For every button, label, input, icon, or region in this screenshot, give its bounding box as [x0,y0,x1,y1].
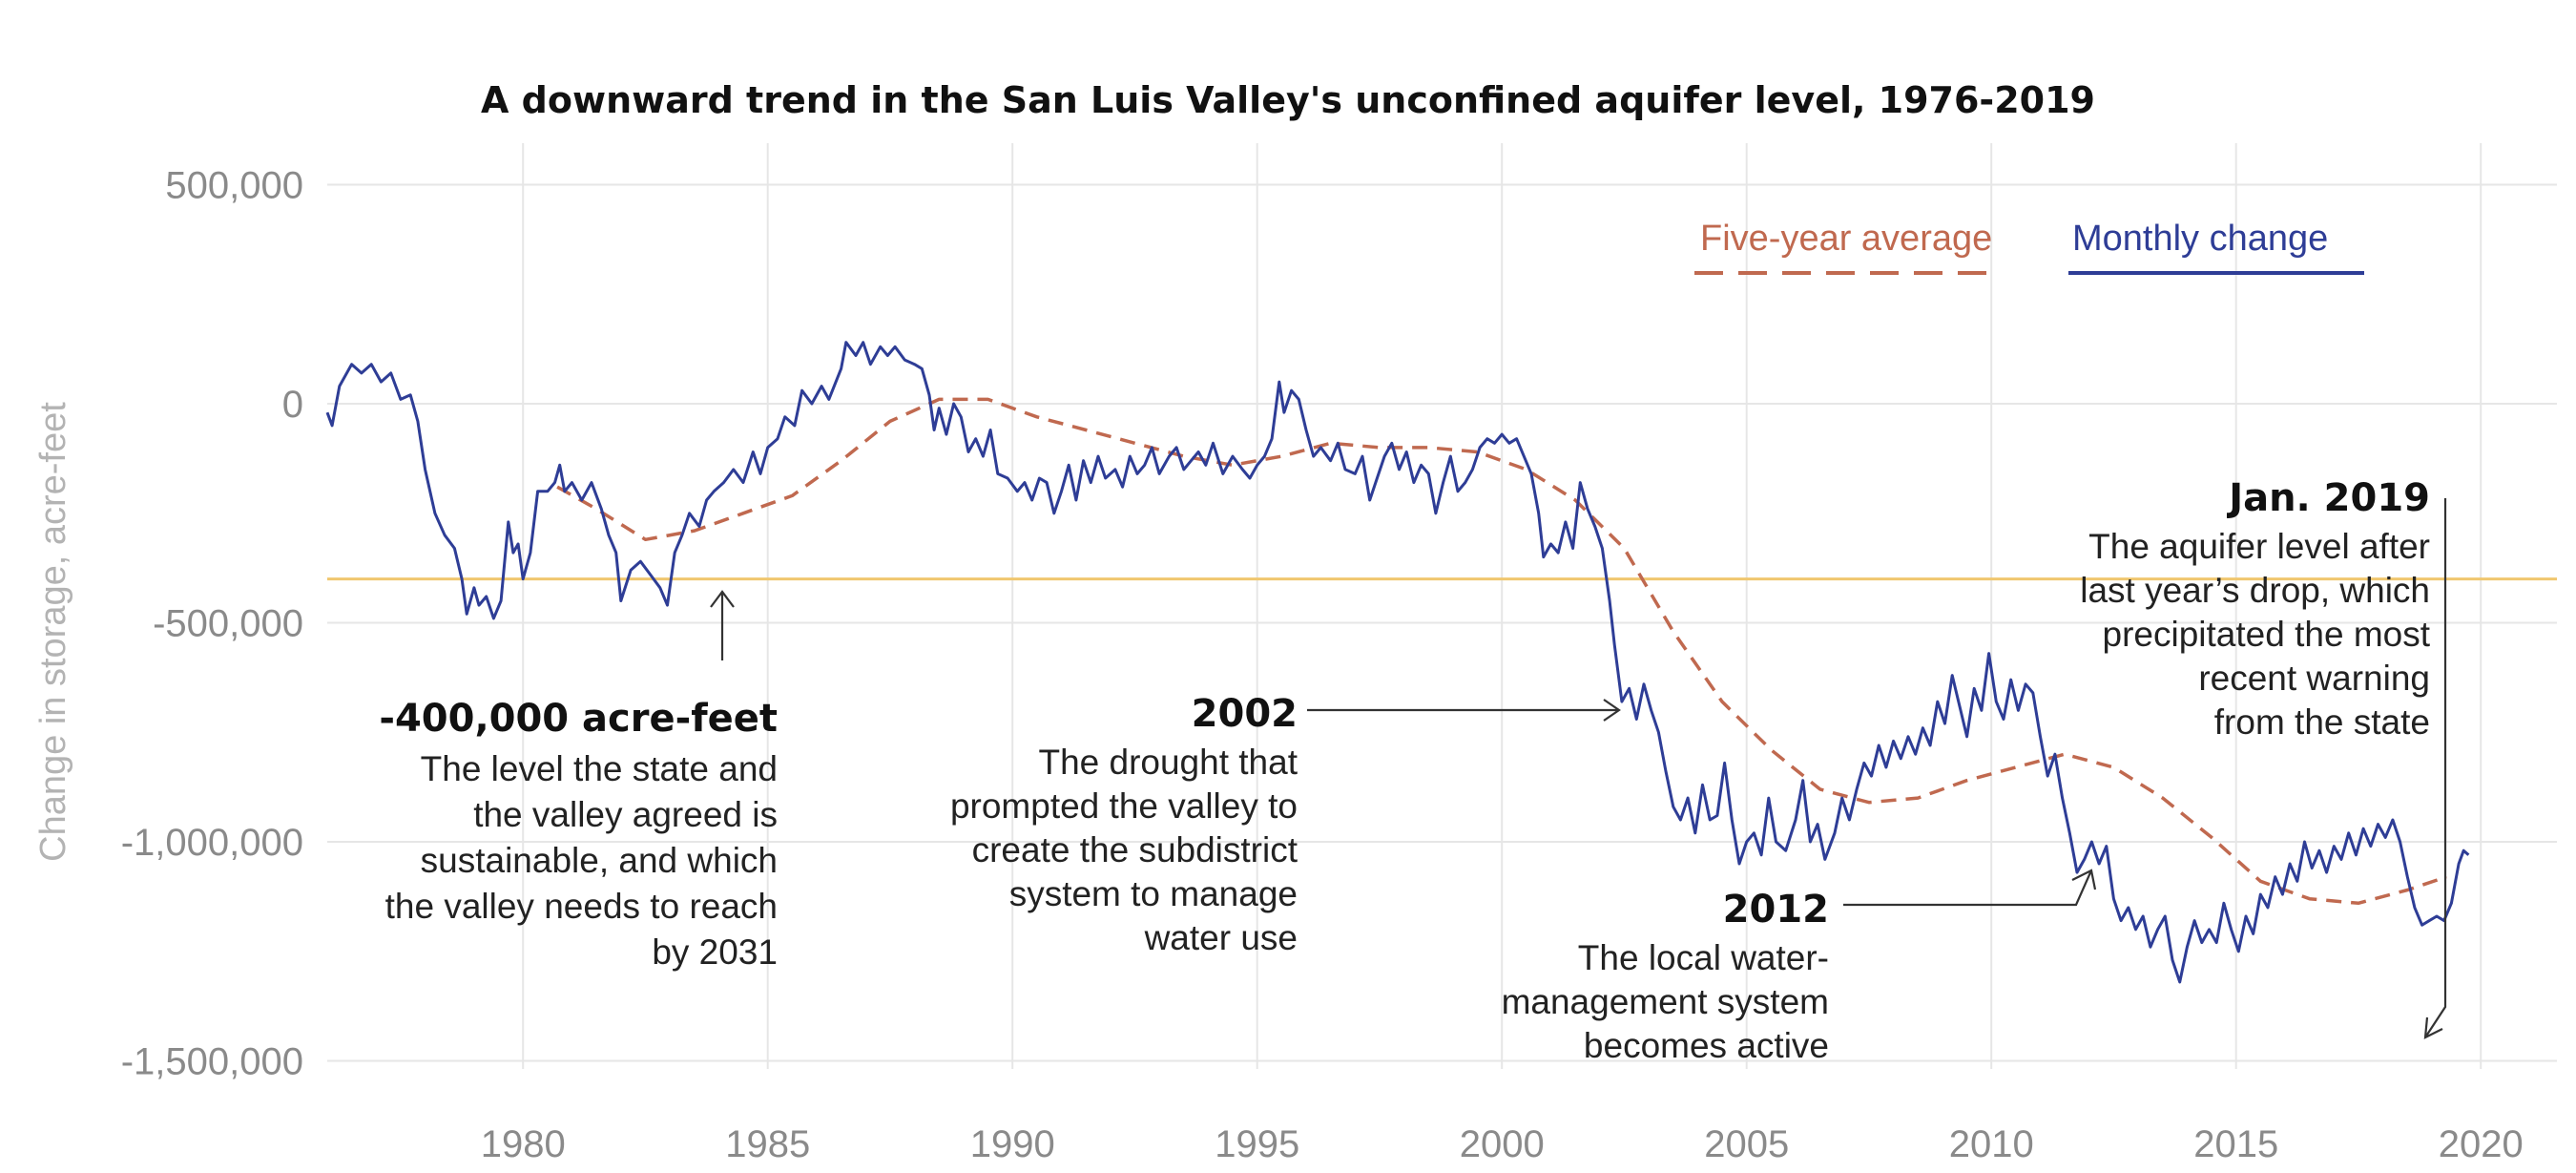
arrow-400k [710,590,735,660]
annotation-line: system to manage [1009,874,1298,913]
x-tick-label: 1995 [1215,1123,1299,1165]
x-tick-label: 1990 [970,1123,1055,1165]
y-tick-label: -1,000,000 [121,822,303,864]
y-tick-label: -1,500,000 [121,1041,303,1083]
annotation-heading: -400,000 acre-feet [379,697,778,741]
annotation-line: water use [1144,918,1298,957]
annotation-1: -400,000 acre-feet The level the state an… [379,697,778,972]
series-line-monthly-change [325,341,2470,984]
annotation-2: 2002 The drought that prompted the valley … [950,692,1298,957]
annotation-line: prompted the valley to [950,786,1298,826]
annotation-heading: 2012 [1723,888,1829,932]
x-tick-label: 2005 [1704,1123,1789,1165]
legend-label-monthly-change: Monthly change [2072,219,2328,259]
x-tick-label: 2020 [2439,1123,2524,1165]
gridlines [327,143,2557,1069]
annotation-line: from the state [2214,702,2430,742]
annotation-line: becomes active [1584,1026,1829,1065]
annotation-heading: Jan. 2019 [2226,476,2430,520]
chart-title: A downward trend in the San Luis Valley'… [481,79,2095,121]
y-tick-label: 500,000 [165,165,303,207]
annotation-line: The drought that [1038,743,1298,782]
arrow-2012 [1843,869,2097,907]
series-lines [325,341,2470,984]
annotation-heading: 2002 [1192,692,1298,736]
x-axis-ticks: 1980 1985 1990 1995 2000 2005 2010 2015 2020 [481,1123,2524,1165]
y-axis-label: Change in storage, acre-feet [33,402,73,862]
arrow-2019 [2423,498,2447,1039]
x-tick-label: 2000 [1460,1123,1545,1165]
y-tick-label: 0 [282,384,303,426]
x-tick-label: 2010 [1949,1123,2034,1165]
y-axis-ticks: 500,000 0 -500,000 -1,000,000 -1,500,000 [121,165,303,1083]
annotation-line: The level the state and [421,749,778,788]
annotation-line: last year’s drop, which [2080,571,2430,610]
x-tick-label: 2015 [2193,1123,2278,1165]
annotation-line: sustainable, and which [421,841,778,880]
arrow-2002 [1307,699,1621,722]
annotation-line: The local water- [1578,938,1829,977]
annotation-line: recent warning [2198,659,2430,698]
legend-label-five-year-average: Five-year average [1700,219,1992,259]
annotation-line: the valley needs to reach [385,887,778,926]
legend: Five-year average Monthly change [1694,219,2364,275]
annotation-3: 2012 The local water-management system bec… [1502,888,1829,1065]
y-tick-label: -500,000 [153,603,303,645]
annotation-4: Jan. 2019 The aquifer level after last yea… [2080,476,2430,742]
annotations: -400,000 acre-feet The level the state an… [379,476,2430,1065]
annotation-line: by 2031 [652,932,778,972]
annotation-line: precipitated the most [2103,615,2431,654]
annotation-line: create the subdistrict [972,830,1298,869]
annotation-line: management system [1502,982,1829,1021]
annotation-line: the valley agreed is [473,795,778,834]
annotation-arrows [710,498,2447,1039]
annotation-line: The aquifer level after [2088,527,2430,566]
x-tick-label: 1985 [725,1123,810,1165]
series-line-five-year-average [556,397,2447,906]
x-tick-label: 1980 [481,1123,566,1165]
